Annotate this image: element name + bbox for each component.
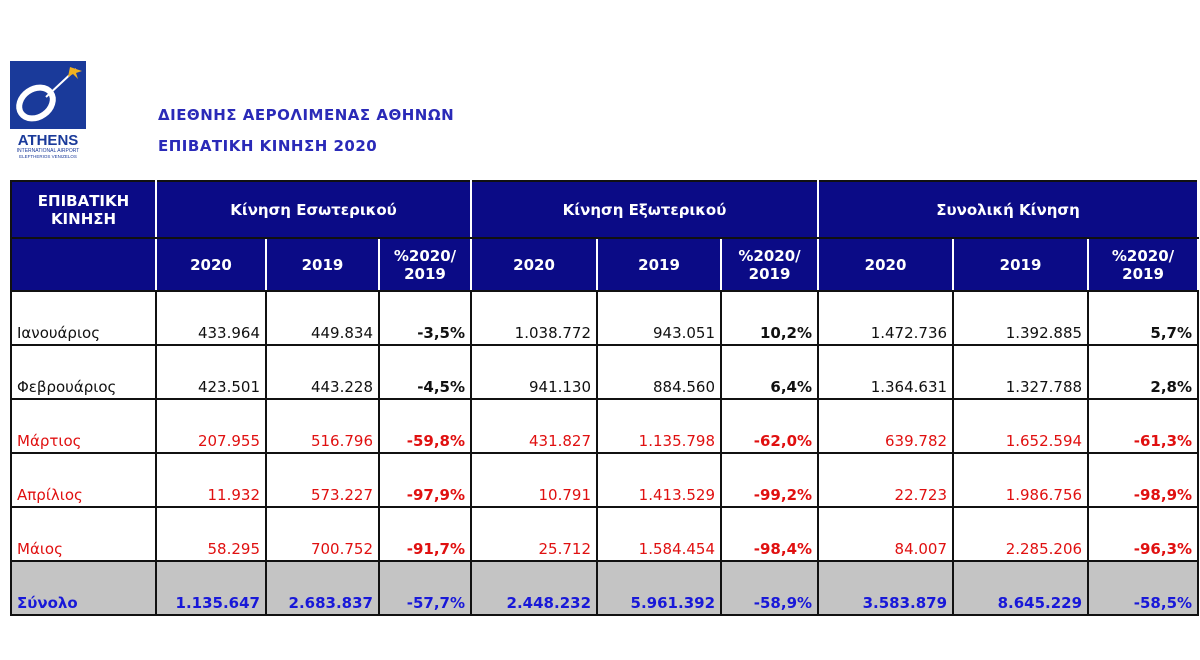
value-cell: 639.782 [817,398,955,454]
value-cell: 1.364.631 [817,344,955,400]
value-cell: 516.796 [265,398,380,454]
percent-change-cell: 6,4% [720,344,820,400]
table-row: Φεβρουάριος 423.501 443.228 -4,5% 941.130 884… [10,344,1200,400]
value-cell: 22.723 [817,452,955,508]
month-cell: Φεβρουάριος [10,344,157,400]
column-header: %2020/ 2019 [1087,237,1200,292]
column-header: 2020 [470,237,599,292]
group-header-international: Κίνηση Εξωτερικού [470,180,820,239]
percent-change-cell: -3,5% [377,290,473,346]
value-cell: 449.834 [265,290,380,346]
table-row: Σύνολο 1.135.647 2.683.837 -57,7% 2.448.232 5… [10,560,1200,616]
table-row: Μάιος 58.295 700.752 -91,7% 25.712 1.584.454-… [10,506,1200,562]
percent-change-cell: -91,7% [377,506,473,562]
value-cell: 84.007 [817,506,955,562]
value-cell: 1.986.756 [952,452,1090,508]
column-header: %2020/ 2019 [720,237,820,292]
column-header: %2020/ 2019 [377,237,473,292]
value-cell: 1.652.594 [952,398,1090,454]
month-cell: Μάρτιος [10,398,157,454]
value-cell: 943.051 [596,290,723,346]
value-cell: 423.501 [155,344,267,400]
column-header: 2019 [596,237,723,292]
value-cell: 433.964 [155,290,267,346]
report-title: ΕΠΙΒΑΤΙΚΗ ΚΙΝΗΣΗ 2020 [158,137,378,155]
svg-text:INTERNATIONAL AIRPORT: INTERNATIONAL AIRPORT [17,148,80,154]
value-cell: 2.683.837 [265,560,380,616]
percent-change-cell: -58,5% [1087,560,1200,616]
value-cell: 2.285.206 [952,506,1090,562]
corner-header: ΕΠΙΒΑΤΙΚΗ ΚΙΝΗΣΗ [10,180,157,239]
svg-text:ELEFTHERIOS VENIZELOS: ELEFTHERIOS VENIZELOS [19,154,77,159]
percent-change-cell: 2,8% [1087,344,1200,400]
value-cell: 11.932 [155,452,267,508]
svg-text:ATHENS: ATHENS [18,132,79,149]
percent-change-cell: -96,3% [1087,506,1200,562]
passenger-traffic-table: ΕΠΙΒΑΤΙΚΗ ΚΙΝΗΣΗ Κίνηση Εσωτερικού Κίνησ… [10,180,1200,616]
month-cell: Απρίλιος [10,452,157,508]
percent-change-cell: 5,7% [1087,290,1200,346]
value-cell: 1.327.788 [952,344,1090,400]
month-cell: Μάιος [10,506,157,562]
empty-header [10,237,157,292]
value-cell: 2.448.232 [470,560,599,616]
value-cell: 25.712 [470,506,599,562]
value-cell: 1.135.647 [155,560,267,616]
value-cell: 443.228 [265,344,380,400]
group-header-total: Συνολική Κίνηση [817,180,1200,239]
value-cell: 941.130 [470,344,599,400]
value-cell: 1.472.736 [817,290,955,346]
value-cell: 10.791 [470,452,599,508]
percent-change-cell: -98,4% [720,506,820,562]
value-cell: 700.752 [265,506,380,562]
column-header: 2019 [265,237,380,292]
value-cell: 1.135.798 [596,398,723,454]
percent-change-cell: -99,2% [720,452,820,508]
value-cell: 1.392.885 [952,290,1090,346]
value-cell: 884.560 [596,344,723,400]
value-cell: 1.413.529 [596,452,723,508]
month-cell: Ιανουάριος [10,290,157,346]
percent-change-cell: -4,5% [377,344,473,400]
value-cell: 8.645.229 [952,560,1090,616]
percent-change-cell: -59,8% [377,398,473,454]
group-header-domestic: Κίνηση Εσωτερικού [154,180,473,239]
value-cell: 573.227 [265,452,380,508]
percent-change-cell: -62,0% [720,398,820,454]
table-row: Ιανουάριος 433.964 449.834 -3,5% 1.038.772 94… [10,290,1200,346]
percent-change-cell: 10,2% [720,290,820,346]
value-cell: 431.827 [470,398,599,454]
column-header: 2019 [952,237,1090,292]
value-cell: 3.583.879 [817,560,955,616]
column-header: 2020 [817,237,955,292]
month-cell: Σύνολο [10,560,157,616]
percent-change-cell: -98,9% [1087,452,1200,508]
value-cell: 1.038.772 [470,290,599,346]
value-cell: 58.295 [155,506,267,562]
athens-airport-logo: ATHENS INTERNATIONAL AIRPORT ELEFTHERIOS… [10,61,86,159]
value-cell: 5.961.392 [596,560,723,616]
table-row: Μάρτιος 207.955 516.796 -59,8% 431.827 1.135.… [10,398,1200,454]
percent-change-cell: -58,9% [720,560,820,616]
value-cell: 1.584.454 [596,506,723,562]
table-row: Απρίλιος 11.932 573.227 -97,9% 10.791 1.413.5… [10,452,1200,508]
percent-change-cell: -57,7% [377,560,473,616]
percent-change-cell: -61,3% [1087,398,1200,454]
percent-change-cell: -97,9% [377,452,473,508]
value-cell: 207.955 [155,398,267,454]
column-header: 2020 [155,237,267,292]
airport-title: ΔΙΕΘΝΗΣ ΑΕΡΟΛΙΜΕΝΑΣ ΑΘΗΝΩΝ [158,106,455,124]
